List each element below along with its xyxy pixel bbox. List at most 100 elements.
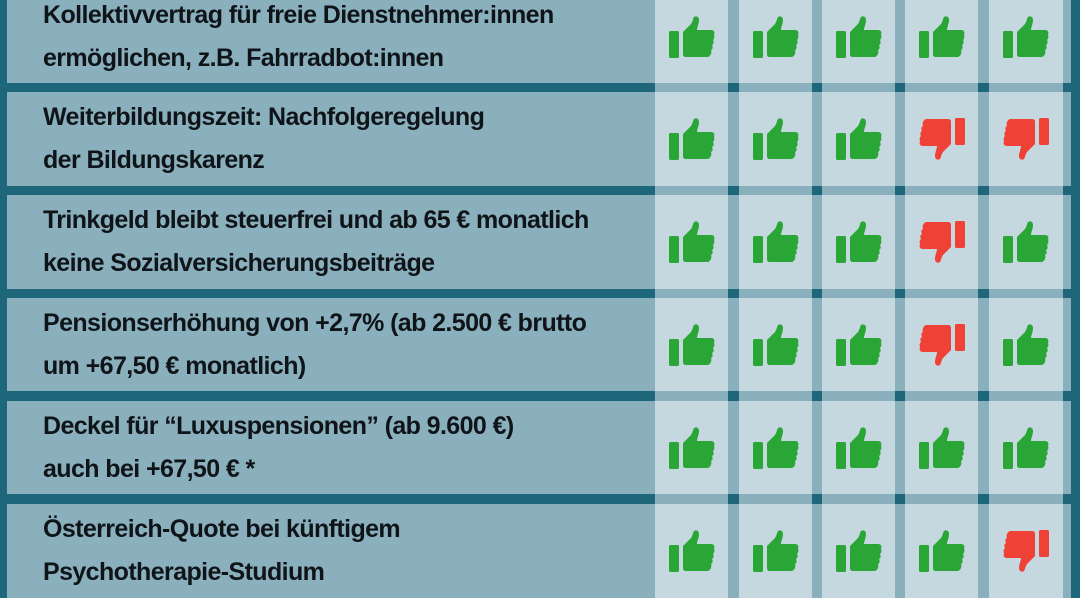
- vote-cell: [905, 0, 978, 83]
- description-line: Weiterbildungszeit: Nachfolgeregelung: [43, 103, 485, 131]
- thumbs-up-icon: [918, 426, 965, 469]
- thumbs-up-icon: [668, 16, 715, 58]
- vote-cell: [989, 298, 1063, 391]
- thumbs-up-icon: [752, 530, 799, 572]
- vote-cell: [655, 0, 728, 83]
- vote-cell: [905, 298, 978, 391]
- thumbs-up-icon: [668, 323, 715, 366]
- grid-separator: [739, 83, 812, 92]
- grid-separator: [989, 391, 1063, 401]
- table-row: Weiterbildungszeit: Nachfolgeregelung der…: [0, 92, 1080, 186]
- grid-separator: [655, 83, 728, 92]
- description-line: Pensionserhöhung von +2,7% (ab 2.500 € b…: [43, 308, 587, 337]
- thumbs-up-icon: [835, 118, 882, 160]
- thumbs-up-icon: [752, 426, 799, 469]
- grid-separator: [739, 494, 812, 504]
- vote-cell: [905, 92, 978, 186]
- description-line: Deckel für “Luxuspensionen” (ab 9.600 €): [43, 411, 514, 440]
- table-row: Pensionserhöhung von +2,7% (ab 2.500 € b…: [0, 298, 1080, 391]
- vote-cell: [655, 195, 728, 289]
- vote-cell: [822, 298, 895, 391]
- vote-cell: [655, 401, 728, 494]
- thumbs-up-icon: [668, 426, 715, 469]
- description-line: auch bei +67,50 € *: [43, 454, 255, 483]
- vote-cell: [905, 504, 978, 598]
- thumbs-up-icon: [918, 16, 965, 58]
- vote-cell: [989, 504, 1063, 598]
- thumbs-up-icon: [1003, 16, 1049, 58]
- thumbs-down-icon: [1003, 530, 1049, 572]
- description-line: Trinkgeld bleibt steuerfrei und ab 65 € …: [43, 206, 589, 234]
- grid-separator: [822, 83, 895, 92]
- vote-cell: [822, 92, 895, 186]
- thumbs-down-icon: [919, 221, 965, 263]
- grid-separator: [989, 289, 1063, 298]
- thumbs-up-icon: [1003, 221, 1049, 263]
- description-line: keine Sozialversicherungsbeiträge: [43, 249, 435, 277]
- thumbs-down-icon: [919, 323, 965, 366]
- grid-separator: [739, 289, 812, 298]
- grid-separator: [822, 494, 895, 504]
- grid-separator: [822, 391, 895, 401]
- vote-cell: [822, 401, 895, 494]
- measure-description: Österreich-Quote bei künftigem Psychother…: [7, 504, 655, 598]
- vote-cell: [739, 298, 812, 391]
- thumbs-up-icon: [1003, 426, 1049, 469]
- thumbs-up-icon: [752, 16, 799, 58]
- vote-cell: [905, 401, 978, 494]
- grid-separator: [822, 186, 895, 195]
- vote-cell: [739, 401, 812, 494]
- thumbs-up-icon: [835, 323, 882, 366]
- thumbs-up-icon: [668, 530, 715, 572]
- thumbs-up-icon: [752, 221, 799, 263]
- measure-description: Weiterbildungszeit: Nachfolgeregelung der…: [7, 92, 655, 186]
- description-line: um +67,50 € monatlich): [43, 351, 306, 380]
- grid-separator: [739, 391, 812, 401]
- vote-cell: [739, 0, 812, 83]
- thumbs-up-icon: [835, 16, 882, 58]
- measure-description: Pensionserhöhung von +2,7% (ab 2.500 € b…: [7, 298, 655, 391]
- thumbs-up-icon: [752, 118, 799, 160]
- thumbs-up-icon: [918, 530, 965, 572]
- thumbs-up-icon: [835, 221, 882, 263]
- thumbs-up-icon: [1003, 323, 1049, 366]
- vote-cell: [989, 0, 1063, 83]
- vote-cell: [989, 195, 1063, 289]
- vote-cell: [739, 92, 812, 186]
- description-line: ermöglichen, z.B. Fahrradbot:innen: [43, 44, 444, 72]
- thumbs-up-icon: [835, 530, 882, 572]
- vote-cell: [655, 504, 728, 598]
- description-line: Österreich-Quote bei künftigem: [43, 515, 401, 543]
- thumbs-up-icon: [752, 323, 799, 366]
- grid-separator: [655, 494, 728, 504]
- grid-separator: [905, 391, 978, 401]
- thumbs-up-icon: [668, 118, 715, 160]
- measure-description: Deckel für “Luxuspensionen” (ab 9.600 €)…: [7, 401, 655, 494]
- grid-separator: [822, 289, 895, 298]
- description-line: der Bildungskarenz: [43, 146, 265, 174]
- grid-separator: [989, 83, 1063, 92]
- table-row: Trinkgeld bleibt steuerfrei und ab 65 € …: [0, 195, 1080, 289]
- thumbs-up-icon: [668, 221, 715, 263]
- table-row: Kollektivvertrag für freie Dienstnehmer:…: [0, 0, 1080, 83]
- grid-separator: [655, 186, 728, 195]
- vote-cell: [822, 0, 895, 83]
- vote-cell: [989, 92, 1063, 186]
- vote-cell: [655, 92, 728, 186]
- thumbs-down-icon: [919, 118, 965, 160]
- table-row: Österreich-Quote bei künftigem Psychother…: [0, 504, 1080, 598]
- description-line: Psychotherapie-Studium: [43, 558, 325, 586]
- grid-separator: [905, 186, 978, 195]
- vote-cell: [989, 401, 1063, 494]
- vote-cell: [905, 195, 978, 289]
- description-line: Kollektivvertrag für freie Dienstnehmer:…: [43, 1, 554, 29]
- grid-separator: [989, 494, 1063, 504]
- grid-separator: [989, 186, 1063, 195]
- vote-cell: [739, 195, 812, 289]
- measure-description: Kollektivvertrag für freie Dienstnehmer:…: [7, 0, 655, 83]
- vote-cell: [655, 298, 728, 391]
- vote-cell: [822, 504, 895, 598]
- grid-separator: [655, 391, 728, 401]
- grid-separator: [739, 186, 812, 195]
